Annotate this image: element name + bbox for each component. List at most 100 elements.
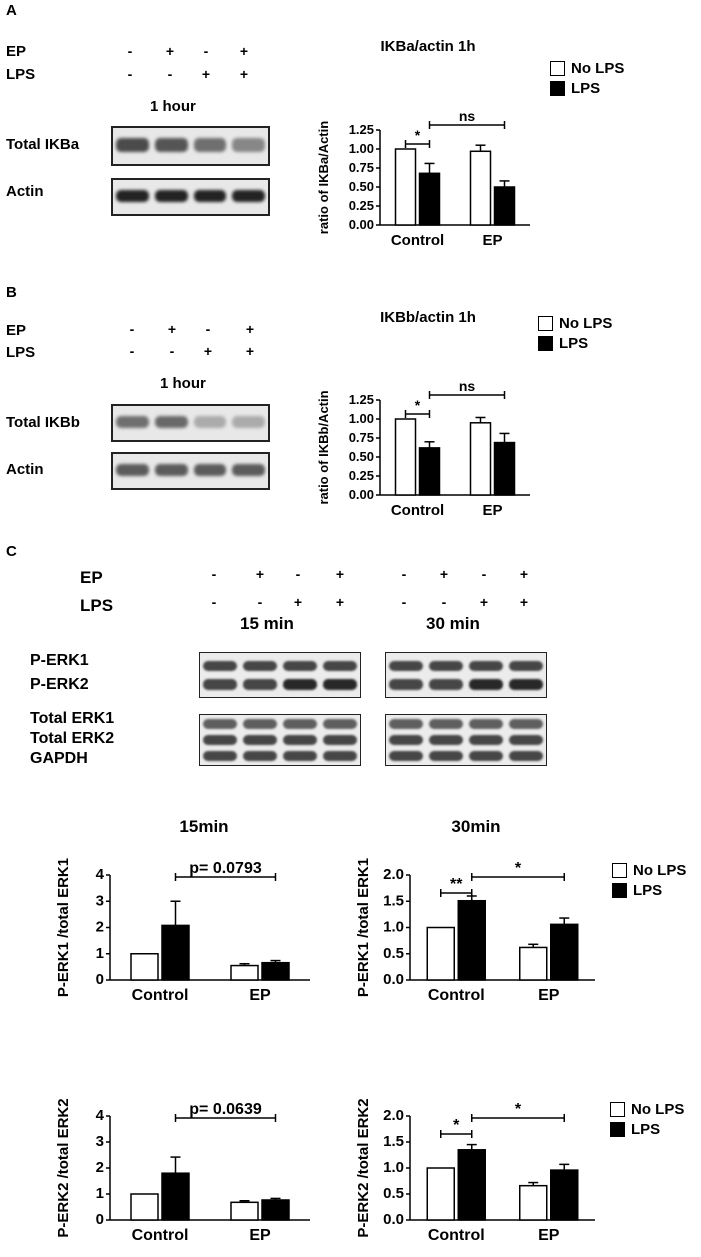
bar (426, 926, 455, 981)
ep-label: EP (6, 322, 27, 339)
x-tick-label: Control (428, 987, 485, 1004)
x-tick-label: Control (428, 1227, 485, 1244)
blot-band (193, 463, 227, 477)
panel-letter-b: B (6, 284, 17, 301)
legend: No LPS LPS (550, 60, 624, 97)
bar (130, 1193, 159, 1221)
sign: + (165, 43, 175, 59)
legend-label: No LPS (633, 862, 687, 879)
sign: - (295, 566, 301, 582)
chart-title: IKBa/actin 1h (380, 38, 476, 55)
blot-actin-a (111, 178, 270, 216)
blot-total-erk-15min (199, 714, 361, 766)
x-tick-label: Control (132, 987, 189, 1004)
ep-label: EP (6, 43, 27, 60)
sign: + (245, 321, 255, 337)
blot-band (116, 189, 149, 203)
legend: No LPS LPS (610, 1101, 684, 1138)
blot-perk-15min (199, 652, 361, 698)
y-axis-label: ratio of IKBa/Actin (316, 121, 331, 234)
blot-label: Total ERK1 (30, 710, 115, 727)
blot-band (193, 138, 227, 152)
y-tick-label: 0 (96, 971, 104, 988)
blot-band (323, 751, 357, 761)
blot-band (429, 751, 463, 761)
y-tick-label: 0.75 (349, 430, 374, 445)
y-tick-label: 0.50 (349, 449, 374, 464)
blot-perk-30min (385, 652, 547, 698)
bar (418, 172, 441, 226)
significance-label: * (515, 860, 522, 877)
y-tick-label: 0 (96, 1211, 104, 1228)
sign: + (255, 566, 265, 582)
bar (519, 1184, 548, 1221)
chart-title: 15min (179, 817, 229, 836)
bar (230, 964, 259, 981)
blot-band (203, 679, 237, 690)
blot-band (469, 735, 503, 745)
y-tick-label: 1 (96, 1185, 104, 1202)
y-tick-label: 0.00 (349, 487, 374, 502)
blot-band (232, 463, 265, 477)
significance-label: * (515, 1101, 522, 1118)
significance-label: ** (450, 876, 463, 893)
panel-letter-a: A (6, 2, 17, 19)
lps-label: LPS (6, 66, 36, 83)
bar (550, 923, 579, 981)
y-tick-label: 2 (96, 919, 104, 936)
blot-band (243, 719, 277, 729)
sign: - (401, 566, 407, 582)
time-label: 15 min (240, 614, 294, 633)
blot-band (509, 719, 543, 729)
y-axis-label: P-ERK2 /total ERK2 (55, 1098, 72, 1237)
x-tick-label: EP (538, 987, 560, 1004)
y-tick-label: 1.00 (349, 141, 374, 156)
significance-label: ns (459, 378, 476, 394)
sign: + (519, 566, 529, 582)
y-tick-label: 1.0 (383, 919, 404, 936)
sign: + (519, 594, 529, 610)
blot-band (429, 660, 463, 672)
blot-total-erk-30min (385, 714, 547, 766)
blot-band (283, 660, 317, 672)
blot-total-ikbb (111, 404, 270, 442)
x-tick-label: EP (538, 1227, 560, 1244)
sign: + (335, 566, 345, 582)
blot-band (154, 415, 188, 429)
sign: - (129, 343, 135, 359)
blot-band (323, 679, 357, 690)
sign: + (335, 594, 345, 610)
y-tick-label: 1.25 (349, 392, 374, 407)
blot-band (323, 735, 357, 745)
y-axis-label: P-ERK1 /total ERK1 (355, 858, 372, 997)
legend-label: LPS (559, 335, 589, 352)
blot-band (232, 415, 265, 429)
chart-perk2-15min: 0 1 2 3 4 P-ERK2 /total ERK2 Control EP p= 0.063… (55, 1098, 310, 1244)
bar (130, 953, 159, 981)
sign: - (203, 43, 209, 59)
blot-band (203, 735, 237, 745)
bar (426, 1167, 455, 1221)
time-label: 1 hour (160, 375, 206, 392)
y-axis-label: P-ERK1 /total ERK1 (55, 858, 72, 997)
bar (394, 148, 417, 226)
bar (469, 422, 492, 496)
blot-total-ikba (111, 126, 270, 166)
bar (469, 150, 492, 226)
sign: - (211, 594, 217, 610)
chart-ikbb: 0.00 0.25 0.50 0.75 1.00 1.25 ratio of IKBb/Ac… (316, 378, 530, 519)
legend-swatch-lps (538, 336, 553, 351)
y-tick-label: 0.5 (383, 945, 404, 962)
x-tick-label: EP (249, 1227, 271, 1244)
chart-perk1-15min: 0 1 2 3 4 P-ERK1 /total ERK1 Control EP p= 0.079… (55, 858, 310, 1004)
x-tick-label: Control (132, 1227, 189, 1244)
sign: - (205, 321, 211, 337)
blot-band (232, 189, 265, 203)
blot-band (509, 735, 543, 745)
sign: - (211, 566, 217, 582)
significance-label: p= 0.0639 (189, 1101, 262, 1118)
sign: - (167, 66, 173, 82)
blot-band (283, 751, 317, 761)
blot-band (203, 751, 237, 761)
x-tick-label: Control (391, 502, 444, 519)
